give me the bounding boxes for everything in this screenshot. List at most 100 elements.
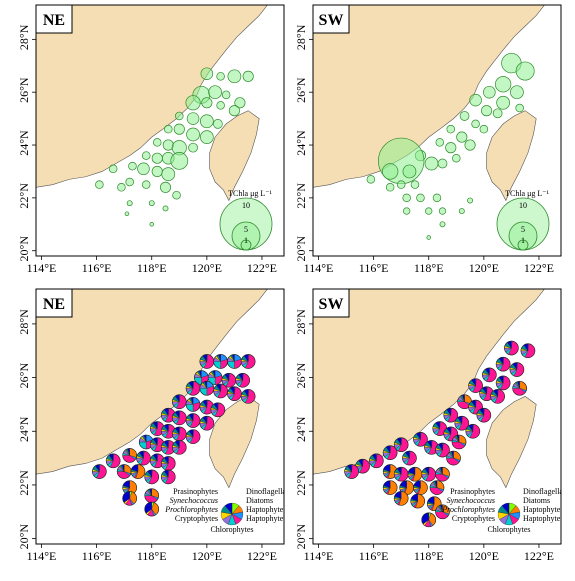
pie-legend-label: Diatoms xyxy=(523,496,550,505)
pie-station xyxy=(160,456,176,471)
pie-outline xyxy=(435,466,450,482)
pie-station xyxy=(495,375,511,391)
pie-station xyxy=(92,464,107,479)
y-tick-label: 26°N xyxy=(294,77,308,103)
y-tick-label: 20°N xyxy=(294,524,308,550)
tchla-point xyxy=(445,142,457,154)
pie-outline xyxy=(240,354,256,369)
tchla-point xyxy=(228,105,240,117)
tchla-point xyxy=(471,119,480,129)
x-tick-label: 116°E xyxy=(82,549,112,563)
tchla-point xyxy=(227,69,242,84)
panel-label: SW xyxy=(312,4,350,34)
pie-legend-label: Dinoflagellates xyxy=(246,487,295,496)
pie-station xyxy=(509,362,525,377)
pie-station xyxy=(122,448,137,463)
tchla-point xyxy=(95,180,104,189)
pie-station xyxy=(160,440,176,455)
tchla-point xyxy=(456,131,468,143)
taiwan-land xyxy=(486,110,537,202)
pie-station xyxy=(476,407,492,423)
tchla-point xyxy=(446,124,456,134)
panel-label: SW xyxy=(312,288,350,318)
x-tick-label: 120°E xyxy=(192,549,222,563)
tchla-point xyxy=(201,97,213,109)
tchla-point xyxy=(467,197,474,204)
pie-station xyxy=(468,378,483,393)
pie-station xyxy=(482,367,497,383)
tchla-point xyxy=(216,72,225,81)
pie-station xyxy=(369,453,384,469)
pie-outline xyxy=(468,378,483,393)
pie-outline xyxy=(435,442,450,458)
tchla-point xyxy=(151,152,163,164)
tchla-point xyxy=(117,183,126,192)
y-tick-label: 28°N xyxy=(294,309,308,335)
size-legend-value: 5 xyxy=(244,225,248,234)
pie-station xyxy=(171,426,187,442)
pie-legend-label: Prochlorophytes xyxy=(164,505,218,514)
tchla-point xyxy=(459,111,470,121)
y-tick-label: 20°N xyxy=(294,236,308,262)
pie-station xyxy=(435,466,450,482)
size-legend-value: 10 xyxy=(519,201,527,210)
panel-frame xyxy=(312,288,562,545)
pie-station xyxy=(130,464,146,479)
taiwan-land xyxy=(486,396,537,489)
pie-station xyxy=(213,354,228,369)
pie-outline xyxy=(504,340,519,356)
y-tick-label: 24°N xyxy=(294,130,308,156)
tchla-point xyxy=(148,200,155,207)
pie-outline xyxy=(92,464,107,479)
map-area: 10 5 1 TChla μg L⁻¹ xyxy=(313,5,561,256)
pie-outline xyxy=(421,512,437,528)
tchla-point xyxy=(403,207,411,215)
panel-frame xyxy=(35,288,285,545)
y-tick-label: 22°N xyxy=(17,183,31,209)
pie-legend-label: Prasinophytes xyxy=(173,487,218,496)
pie-station xyxy=(240,389,256,404)
pie-outline xyxy=(199,415,215,431)
pie-station xyxy=(199,354,215,369)
x-tick-label: 120°E xyxy=(469,261,499,275)
pie-station xyxy=(443,407,459,423)
pie-station xyxy=(393,491,409,506)
pie-station xyxy=(465,423,481,439)
pie-station xyxy=(402,450,417,466)
pie-station xyxy=(213,383,228,399)
tchla-point xyxy=(125,177,134,187)
panel-label: NE xyxy=(35,4,73,34)
tchla-point xyxy=(426,235,431,240)
x-tick-label: 114°E xyxy=(27,261,57,275)
size-legend-title: TChla μg L⁻¹ xyxy=(505,189,549,198)
tchla-point xyxy=(515,61,535,81)
tchla-point xyxy=(141,180,151,189)
panel-frame xyxy=(35,4,285,257)
map-area: Prasinophytes Dinoflagellates Synechococcu… xyxy=(36,289,295,544)
tchla-point xyxy=(396,180,406,189)
size-legend-value: 1 xyxy=(244,236,248,245)
tchla-point xyxy=(221,90,231,100)
pie-outline xyxy=(451,434,467,450)
tchla-point xyxy=(175,111,184,121)
x-tick-label: 114°E xyxy=(304,549,334,563)
pie-station xyxy=(235,372,250,388)
pie-station xyxy=(185,397,201,412)
tchla-point xyxy=(496,95,510,110)
pie-station xyxy=(435,504,450,520)
pie-station xyxy=(490,389,505,404)
pie-outline xyxy=(210,402,226,418)
map-area: Prasinophytes Dinoflagellates Synechococcu… xyxy=(313,289,561,544)
tchla-point xyxy=(199,114,214,129)
pie-outline xyxy=(520,343,536,359)
tchla-point xyxy=(173,123,185,135)
x-tick-label: 114°E xyxy=(27,549,57,563)
y-tick-label: 28°N xyxy=(17,309,31,335)
tchla-point xyxy=(366,175,376,184)
panel-label-box xyxy=(312,4,350,34)
pie-station xyxy=(421,466,437,482)
x-tick-label: 122°E xyxy=(247,549,277,563)
pie-station xyxy=(105,453,121,469)
pie-station xyxy=(199,381,215,396)
